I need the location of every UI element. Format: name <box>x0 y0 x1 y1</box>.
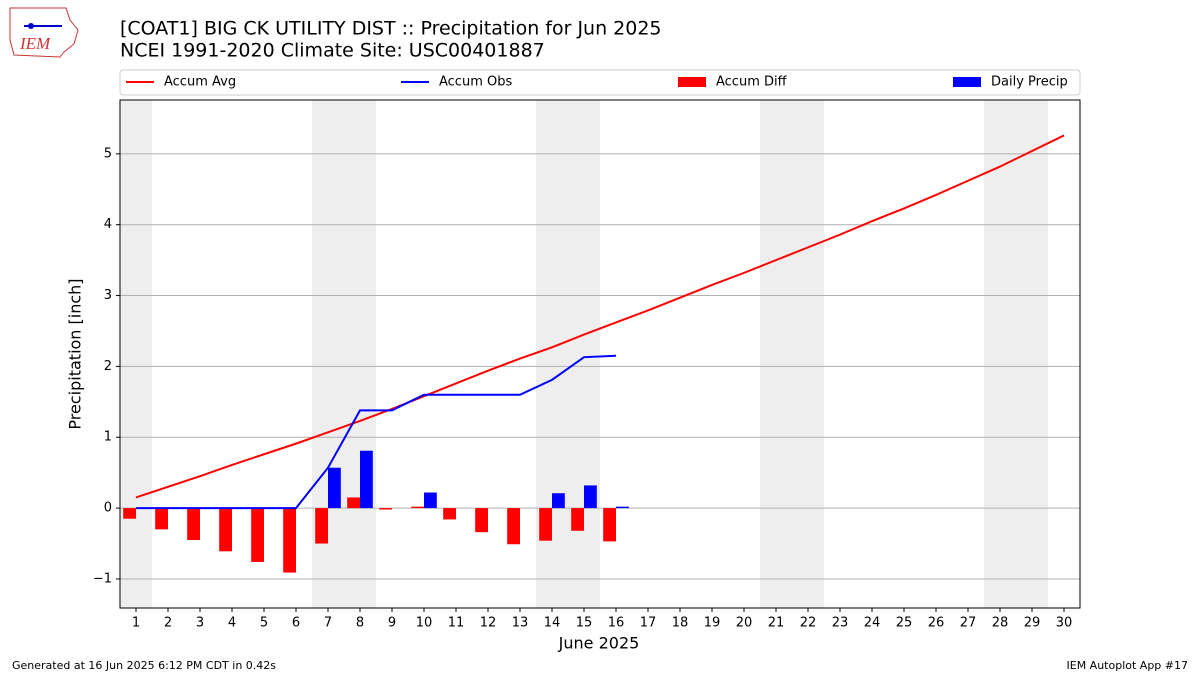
x-tick-label: 13 <box>512 616 529 631</box>
x-tick-label: 14 <box>544 616 561 631</box>
bar <box>155 508 168 530</box>
y-tick-label: 1 <box>104 430 112 445</box>
x-tick-label: 21 <box>768 616 785 631</box>
x-tick-label: 15 <box>576 616 593 631</box>
x-tick-label: 7 <box>324 616 332 631</box>
bar <box>475 508 488 533</box>
bar <box>411 506 424 509</box>
bar <box>283 508 296 573</box>
chart-subtitle: NCEI 1991-2020 Climate Site: USC00401887 <box>120 40 545 62</box>
x-tick-label: 10 <box>416 616 433 631</box>
y-tick-label: 4 <box>104 217 112 232</box>
x-tick-label: 8 <box>356 616 364 631</box>
x-tick-label: 23 <box>832 616 849 631</box>
bar <box>251 508 264 562</box>
legend-box <box>119 69 1081 96</box>
bar <box>571 508 584 531</box>
bar <box>187 508 200 540</box>
x-tick-label: 28 <box>992 616 1009 631</box>
shaded-range <box>984 100 1048 608</box>
chart-title: [COAT1] BIG CK UTILITY DIST :: Precipita… <box>120 18 662 40</box>
legend-label: Accum Obs <box>439 75 512 90</box>
legend-label: Daily Precip <box>991 75 1068 90</box>
x-tick-label: 19 <box>704 616 721 631</box>
x-tick-label: 27 <box>960 616 977 631</box>
bar <box>507 508 520 545</box>
x-tick-label: 25 <box>896 616 913 631</box>
x-tick-label: 30 <box>1056 616 1073 631</box>
logo: IEM <box>9 7 79 58</box>
y-axis-label: Precipitation [inch] <box>66 278 85 429</box>
bar <box>123 508 136 519</box>
x-tick-label: 4 <box>228 616 236 631</box>
x-tick-label: 18 <box>672 616 689 631</box>
line <box>136 354 617 510</box>
legend-swatch <box>953 77 981 87</box>
bar <box>552 493 565 509</box>
bar <box>603 508 616 542</box>
legend-label: Accum Diff <box>716 75 788 90</box>
bar <box>443 508 456 520</box>
x-axis-label: June 2025 <box>558 634 640 653</box>
line <box>135 134 1065 499</box>
shaded-range <box>120 100 152 608</box>
x-tick-label: 16 <box>608 616 625 631</box>
x-tick-label: 2 <box>164 616 172 631</box>
bar <box>616 506 629 509</box>
x-tick-label: 22 <box>800 616 817 631</box>
legend-swatch <box>678 77 706 87</box>
x-tick-label: 24 <box>864 616 881 631</box>
x-tick-label: 12 <box>480 616 497 631</box>
x-tick-label: 6 <box>292 616 300 631</box>
y-tick-label: 5 <box>104 146 112 161</box>
x-tick-label: 1 <box>132 616 140 631</box>
y-tick-label: −1 <box>93 571 112 586</box>
bar <box>347 497 360 509</box>
x-tick-label: 20 <box>736 616 753 631</box>
logo-text: IEM <box>19 34 51 53</box>
bar <box>219 508 232 552</box>
x-tick-label: 3 <box>196 616 204 631</box>
plot-frame <box>119 99 1081 609</box>
legend-label: Accum Avg <box>164 75 236 90</box>
shaded-range <box>760 100 824 608</box>
x-tick-label: 17 <box>640 616 657 631</box>
bar <box>328 467 341 509</box>
y-tick-label: 3 <box>104 288 112 303</box>
footer-left: Generated at 16 Jun 2025 6:12 PM CDT in … <box>12 659 276 672</box>
bar <box>584 485 597 509</box>
footer-right: IEM Autoplot App #17 <box>1067 659 1189 672</box>
bar <box>539 508 552 541</box>
bar <box>315 508 328 544</box>
x-tick-label: 5 <box>260 616 268 631</box>
x-tick-label: 26 <box>928 616 945 631</box>
bar <box>379 508 392 510</box>
x-tick-label: 11 <box>448 616 465 631</box>
bar <box>360 450 373 509</box>
x-tick-label: 29 <box>1024 616 1041 631</box>
y-tick-label: 0 <box>104 501 112 516</box>
y-tick-label: 2 <box>104 359 112 374</box>
x-tick-label: 9 <box>388 616 396 631</box>
bar <box>424 492 437 509</box>
